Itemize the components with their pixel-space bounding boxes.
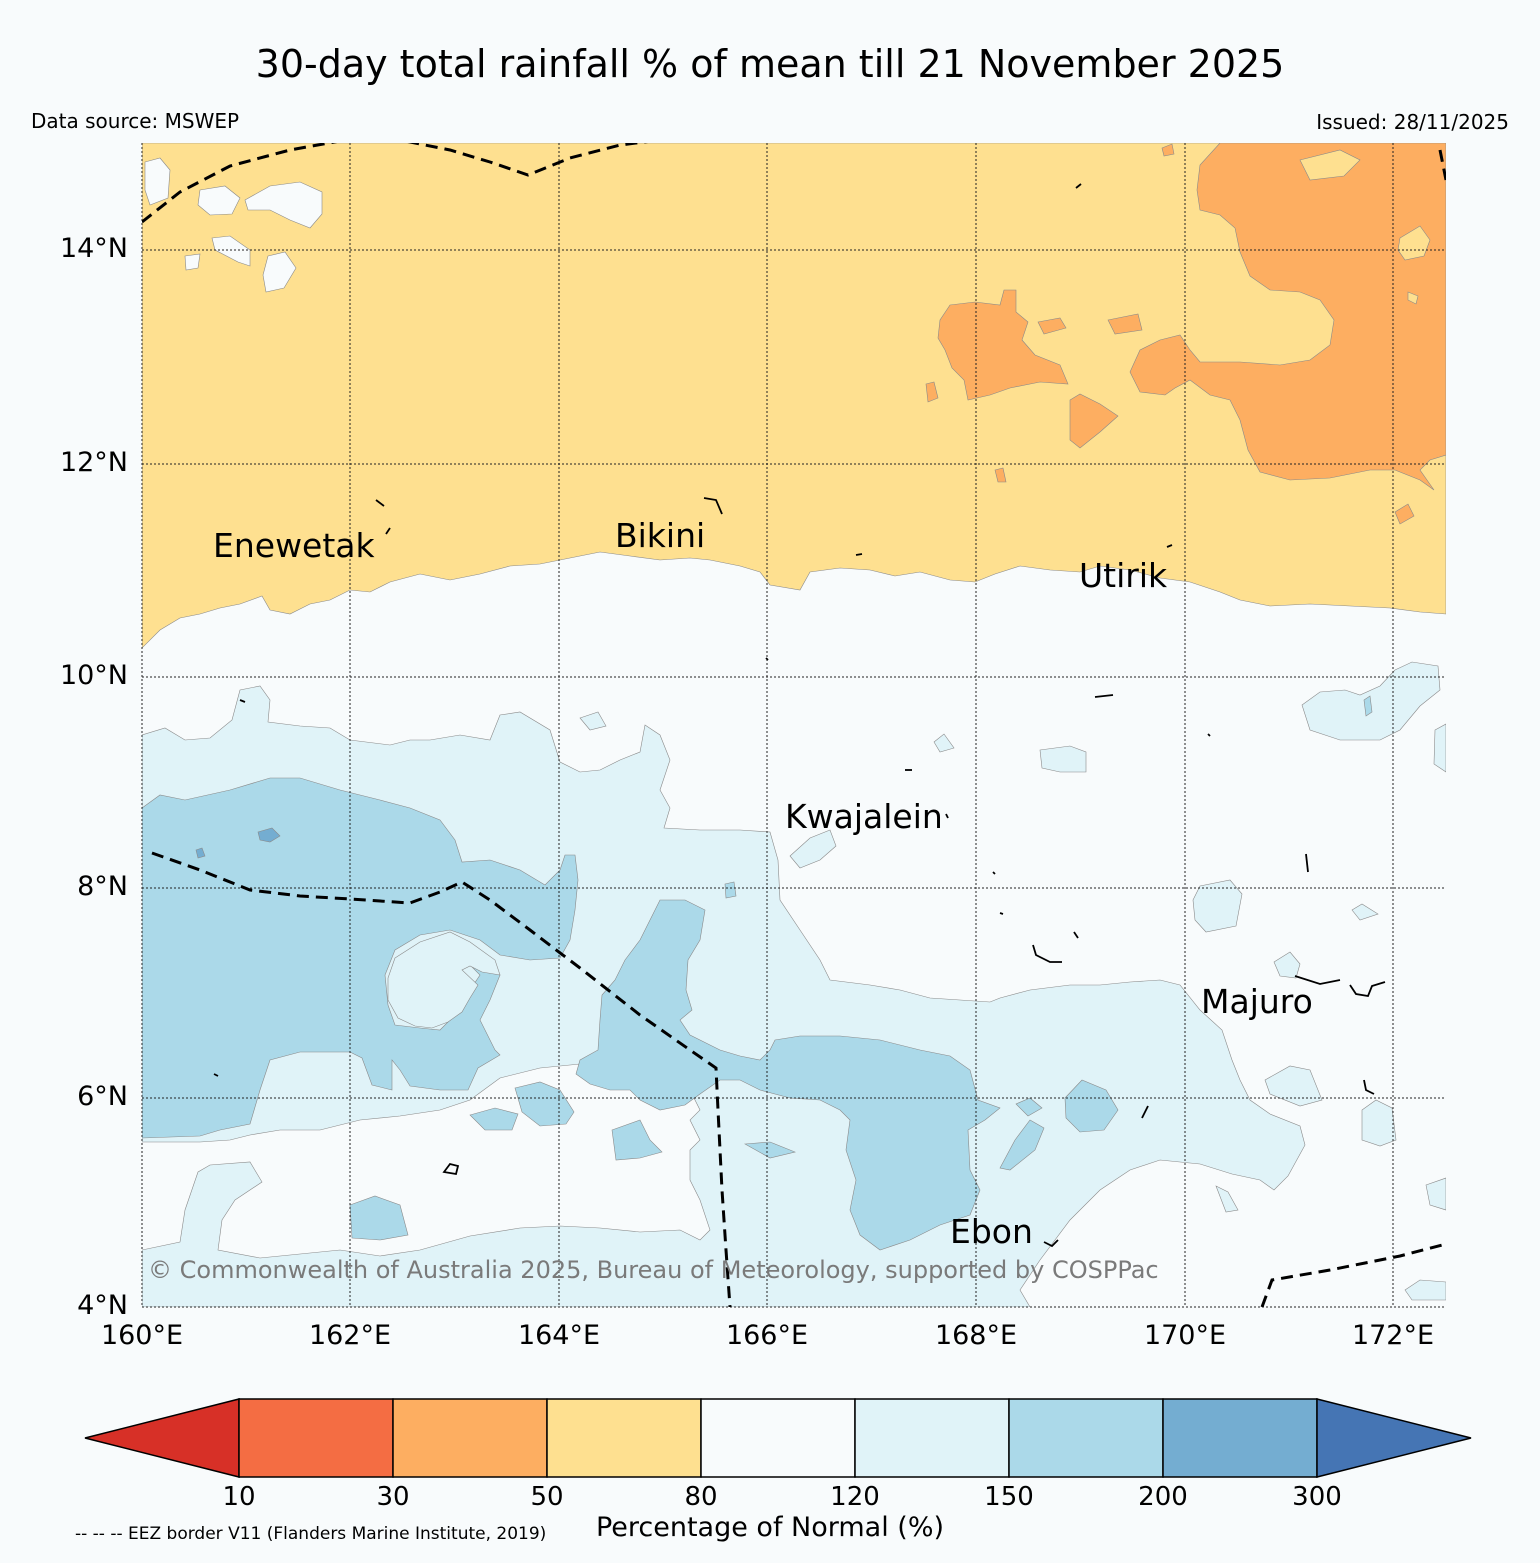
colorbar-tick-label: 300 <box>1292 1482 1342 1512</box>
band-30-50-region <box>1107 313 1143 335</box>
band-120-150-patch <box>1192 879 1243 933</box>
eez-legend-note: -- -- -- EEZ border V11 (Flanders Marine… <box>75 1524 547 1544</box>
colorbar-label: Percentage of Normal (%) <box>595 1512 945 1543</box>
band-30-50-region <box>1069 393 1119 449</box>
band-120-150-patch <box>1404 1279 1446 1301</box>
band-30-50-region <box>925 381 939 403</box>
band-120-150-patch <box>579 711 607 731</box>
lon-label: 172°E <box>1351 1320 1435 1351</box>
band-120-150-patch <box>1039 745 1087 773</box>
colorbar-tick-label: 30 <box>376 1482 410 1512</box>
colorbar-bin-10-30 <box>238 1398 394 1478</box>
lat-label: 8°N <box>77 871 128 902</box>
lat-label: 6°N <box>77 1081 128 1112</box>
band-150-200-region <box>1064 1079 1119 1133</box>
place-label-utirik: Utirik <box>1079 556 1168 595</box>
colorbar-bin-30-50 <box>392 1398 548 1478</box>
band-150-200-region <box>469 1107 519 1131</box>
band-120-150-patch <box>789 829 837 869</box>
band-150-200-region <box>999 1119 1045 1171</box>
issued-date: Issued: 28/11/2025 <box>1316 110 1509 134</box>
colorbar-tick-label: 120 <box>830 1482 880 1512</box>
map-title: 30-day total rainfall % of mean till 21 … <box>255 42 1285 86</box>
map-plot-area <box>142 143 1446 1307</box>
band-120-150-patch <box>387 931 501 1029</box>
band-150-200-region <box>1015 1097 1043 1117</box>
lon-label: 166°E <box>725 1320 809 1351</box>
colorbar <box>84 1398 1472 1478</box>
band-50-80-region <box>142 143 1446 649</box>
lon-label: 168°E <box>934 1320 1018 1351</box>
islands <box>213 183 1386 1248</box>
colorbar-bin-120-150 <box>854 1398 1010 1478</box>
graticule <box>141 143 1446 1308</box>
band-150-200-region <box>611 1119 663 1161</box>
colorbar-tick-label: 10 <box>222 1482 256 1512</box>
band-80-120-patch <box>262 251 297 293</box>
eez-borders <box>142 143 1446 1307</box>
band-80-120-patch <box>244 181 323 229</box>
copyright-notice: © Commonwealth of Australia 2025, Bureau… <box>148 1256 1159 1284</box>
band-30-50-region <box>937 289 1069 401</box>
lon-label: 164°E <box>517 1320 601 1351</box>
place-label-enewetak: Enewetak <box>213 526 375 565</box>
band-120-150-patch <box>1351 903 1379 921</box>
band-30-50-region <box>1161 143 1175 157</box>
lat-label: 4°N <box>77 1290 128 1321</box>
band-200-300-patch <box>195 847 206 859</box>
lon-label: 162°E <box>308 1320 392 1351</box>
band-120-150-patch <box>1264 1065 1323 1107</box>
band-200-300-patch <box>257 827 281 843</box>
band-120-150-patch <box>1273 951 1301 979</box>
band-150-200-region <box>349 1195 409 1241</box>
colorbar-bin-80-120 <box>700 1398 856 1478</box>
lon-label: 170°E <box>1143 1320 1227 1351</box>
band-120-150-patch <box>933 733 955 753</box>
colorbar-bin-50-80 <box>546 1398 702 1478</box>
band-150-200-region <box>724 881 737 899</box>
band-30-50-region <box>994 467 1007 483</box>
place-label-bikini: Bikini <box>615 516 706 555</box>
band-30-50-region <box>1037 317 1067 335</box>
band-50-80-patch <box>1299 149 1361 181</box>
band-50-80-patch <box>1407 291 1419 305</box>
colorbar-over-arrow <box>1316 1398 1472 1478</box>
band-30-50-region <box>1394 503 1415 525</box>
colorbar-tick-label: 50 <box>530 1482 564 1512</box>
place-label-kwajalein: Kwajalein <box>785 797 943 836</box>
lat-label: 10°N <box>59 660 128 691</box>
band-150-200-region <box>142 777 579 1139</box>
colorbar-tick-label: 200 <box>1138 1482 1188 1512</box>
colorbar-tick-label: 80 <box>684 1482 718 1512</box>
band-80-120-patch <box>184 253 201 271</box>
colorbar-under-arrow <box>84 1398 240 1478</box>
band-120-150-patch <box>1425 1177 1446 1211</box>
colorbar-tick-label: 150 <box>984 1482 1034 1512</box>
colorbar-bin-150-200 <box>1008 1398 1164 1478</box>
band-120-150-patch <box>1433 723 1446 773</box>
lat-label: 14°N <box>59 233 128 264</box>
place-label-majuro: Majuro <box>1201 982 1313 1021</box>
colorbar-bin-200-300 <box>1162 1398 1318 1478</box>
band-150-200-region <box>743 1141 796 1159</box>
band-150-200-patch <box>1363 695 1373 717</box>
band-150-200-region <box>575 899 1001 1251</box>
lon-label: 160°E <box>100 1320 184 1351</box>
band-80-120-patch <box>144 157 171 206</box>
lat-label: 12°N <box>59 447 128 478</box>
band-120-150-patch <box>1301 661 1441 741</box>
band-30-50-region <box>1129 143 1446 491</box>
place-label-ebon: Ebon <box>950 1212 1033 1251</box>
band-120-150-patch <box>1361 1099 1397 1147</box>
data-source: Data source: MSWEP <box>31 109 240 133</box>
band-80-120-patch <box>197 185 241 216</box>
band-120-150-patch <box>1215 1185 1239 1213</box>
